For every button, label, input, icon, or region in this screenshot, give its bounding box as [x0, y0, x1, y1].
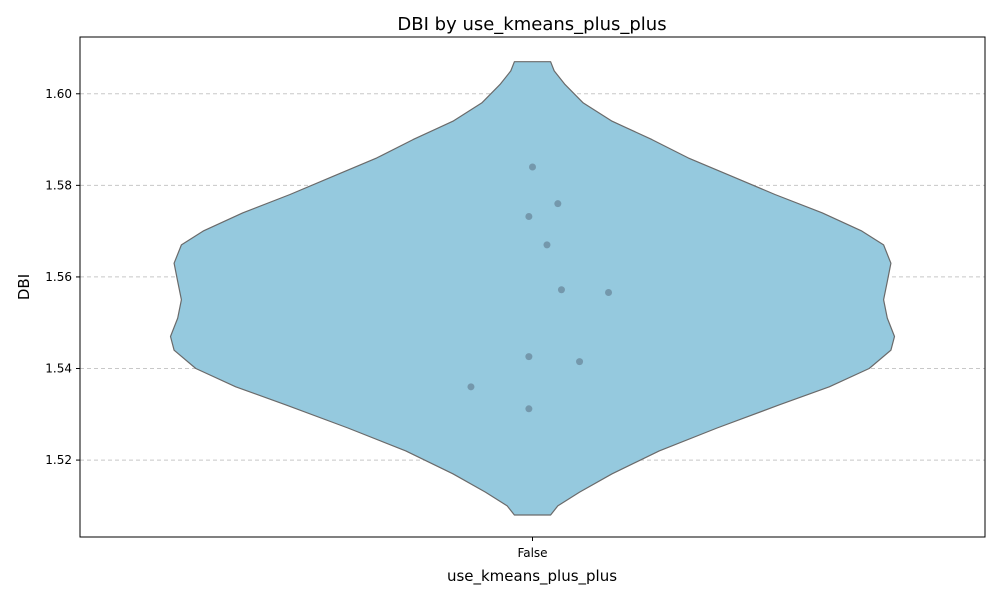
- x-tick-label: False: [517, 546, 547, 560]
- y-tick-label: 1.58: [45, 178, 72, 192]
- chart-title: DBI by use_kmeans_plus_plus: [397, 14, 666, 35]
- data-point: [557, 286, 565, 294]
- x-axis-label: use_kmeans_plus_plus: [447, 567, 617, 586]
- data-point: [525, 212, 533, 220]
- y-tick-label: 1.60: [45, 87, 72, 101]
- data-point: [525, 405, 533, 413]
- data-point: [576, 358, 584, 366]
- violin-false: [169, 61, 896, 516]
- data-point: [554, 200, 562, 208]
- strip-points: [467, 163, 613, 413]
- data-point: [543, 241, 551, 249]
- y-tick-label: 1.56: [45, 270, 72, 284]
- y-axis-label: DBI: [15, 274, 33, 300]
- y-tick-label: 1.54: [45, 362, 72, 376]
- data-point: [605, 288, 613, 296]
- x-axis-ticks: False: [517, 537, 548, 560]
- data-point: [467, 383, 475, 391]
- data-point: [529, 163, 536, 171]
- data-point: [525, 353, 533, 361]
- y-axis-ticks: 1.52 1.54 1.56 1.58 1.60: [45, 87, 80, 467]
- y-tick-label: 1.52: [45, 453, 72, 467]
